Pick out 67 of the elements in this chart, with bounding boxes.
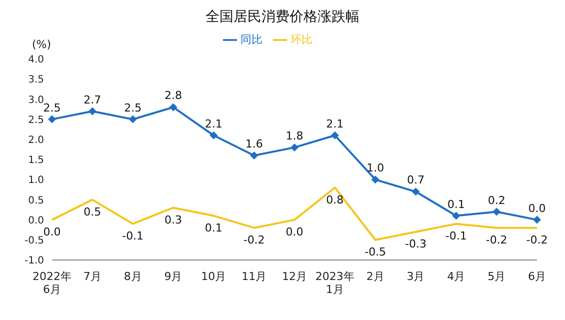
legend-label: 环比 (290, 33, 312, 46)
x-tick-label: 3月 (406, 270, 425, 283)
y-axis-title: (%) (32, 38, 52, 51)
y-tick-label: 1.5 (28, 155, 44, 166)
data-label: 0.1 (447, 198, 465, 211)
data-label: 0.8 (326, 193, 344, 206)
chart-title: 全国居民消费价格涨跌幅 (204, 8, 360, 26)
data-label: -0.5 (364, 246, 386, 259)
point (169, 103, 178, 112)
y-tick-label: 3.0 (28, 94, 44, 106)
data-label: 0.7 (407, 174, 424, 187)
legend-label: 同比 (240, 33, 262, 46)
data-label: 0.0 (528, 202, 546, 215)
x-tick-label: 2月 (366, 270, 384, 283)
point (88, 107, 96, 116)
data-label: 1.0 (366, 162, 384, 175)
x-tick-label: 12月 (282, 270, 307, 283)
data-label: -0.2 (526, 234, 548, 247)
data-label: -0.2 (486, 234, 508, 247)
point (290, 143, 298, 152)
y-tick-label: 4.0 (28, 54, 44, 66)
data-label: -0.3 (405, 238, 426, 251)
x-tick-label: 2023年 1月 (315, 270, 354, 296)
point (412, 188, 420, 196)
data-label: 1.6 (245, 137, 263, 150)
y-tick-label: 2.0 (28, 134, 44, 146)
data-label: 0.3 (164, 214, 182, 227)
y-tick-label: -1.0 (24, 256, 44, 267)
point (371, 176, 380, 184)
data-label: 0.2 (488, 194, 506, 207)
data-label: -0.1 (445, 230, 467, 243)
data-label: 0.1 (204, 222, 222, 235)
point (210, 131, 218, 140)
point (533, 216, 541, 224)
point (330, 131, 339, 140)
data-label: 2.7 (84, 93, 102, 106)
x-tick-label: 9月 (164, 270, 182, 283)
y-tick-label: 2.5 (28, 114, 44, 126)
y-tick-label: 0.0 (28, 215, 44, 226)
x-tick-label: 7月 (83, 270, 102, 283)
x-tick-label: 11月 (242, 270, 267, 283)
data-label: 0.0 (43, 226, 61, 239)
data-label: 2.1 (326, 117, 344, 130)
x-tick-label: 4月 (447, 270, 466, 283)
x-tick-label: 5月 (488, 270, 506, 283)
x-tick-label: 2022年 6月 (32, 270, 72, 296)
data-label: 2.1 (204, 117, 222, 130)
data-label: -0.1 (122, 230, 144, 243)
y-tick-label: -0.5 (24, 235, 44, 246)
point (128, 115, 137, 124)
point (250, 151, 258, 160)
data-label: 1.8 (286, 129, 304, 142)
data-label: 2.8 (164, 89, 182, 102)
y-tick-label: 1.0 (28, 175, 44, 186)
x-tick-label: 10月 (201, 270, 226, 283)
data-label: -0.2 (243, 234, 265, 247)
y-tick-label: 3.5 (28, 74, 44, 86)
x-tick-label: 6月 (528, 270, 546, 283)
y-tick-label: 0.5 (28, 195, 44, 206)
point (48, 115, 56, 124)
data-label: 2.5 (124, 101, 142, 114)
x-tick-label: 8月 (124, 270, 142, 283)
data-label: 2.5 (43, 101, 61, 114)
point (452, 212, 460, 220)
data-label: 0.0 (286, 226, 304, 239)
point (492, 208, 501, 216)
data-label: 0.5 (84, 206, 102, 219)
